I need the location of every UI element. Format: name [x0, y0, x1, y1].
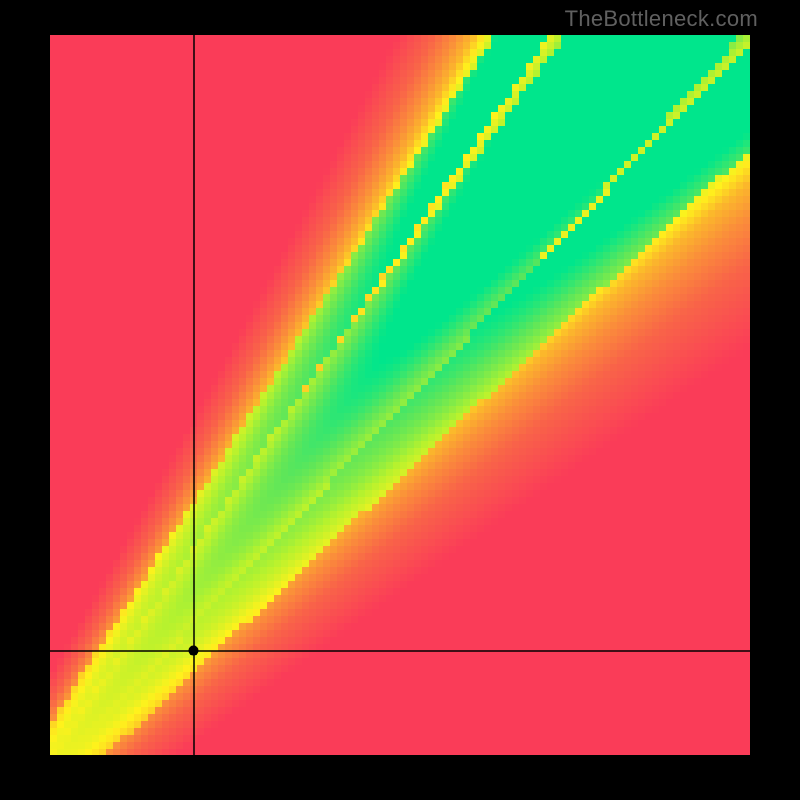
watermark-text: TheBottleneck.com	[565, 6, 758, 32]
heatmap-plot	[50, 35, 750, 755]
heatmap-canvas	[50, 35, 750, 755]
